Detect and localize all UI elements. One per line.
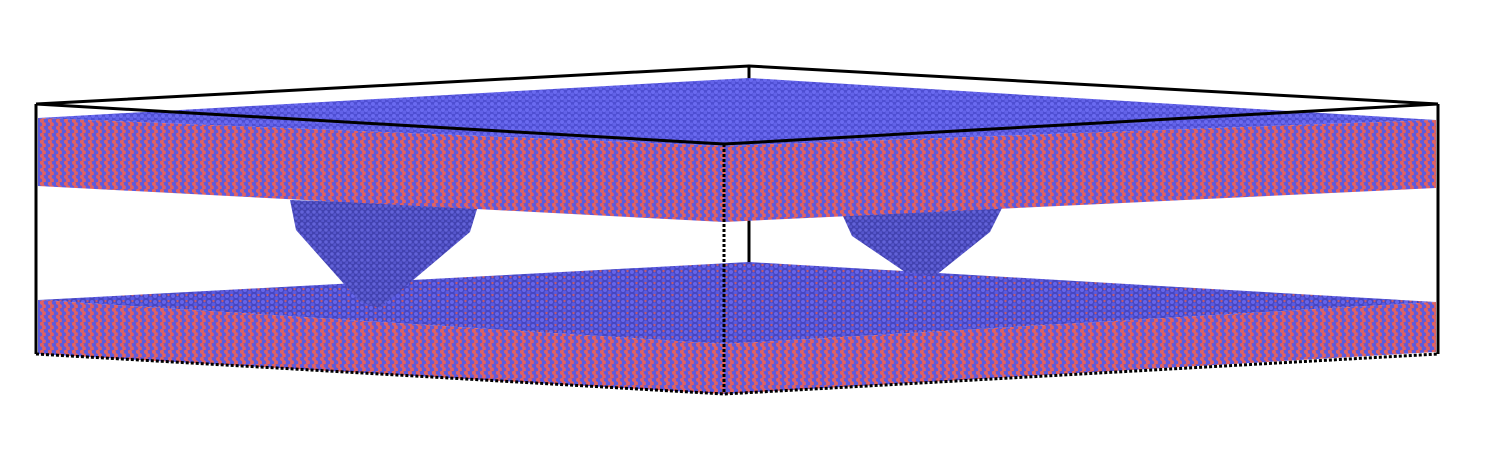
conical-asperity-right <box>842 208 1002 276</box>
top-slab-right-face <box>724 120 1436 222</box>
asperities <box>290 200 1002 308</box>
top-slab <box>38 78 1436 222</box>
bottom-slab-right-face <box>724 302 1436 394</box>
top-slab-top-surface <box>38 78 1436 146</box>
bottom-slab <box>38 262 1436 394</box>
top-slab-left-face <box>38 118 724 222</box>
conical-asperity-left <box>290 200 478 308</box>
simulation-box-front <box>34 64 1440 396</box>
bottom-slab-left-face <box>38 300 724 394</box>
